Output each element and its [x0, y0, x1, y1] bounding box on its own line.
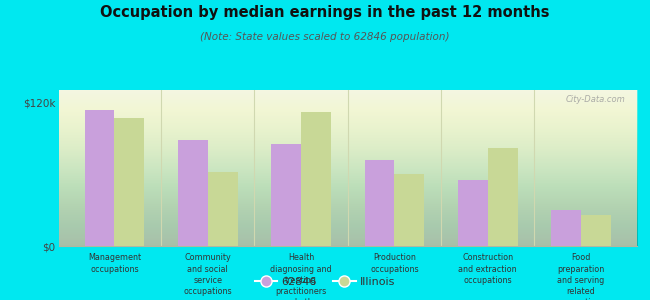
Text: Management
occupations: Management occupations [88, 254, 141, 274]
Text: Occupation by median earnings in the past 12 months: Occupation by median earnings in the pas… [100, 4, 550, 20]
Bar [84, 110, 114, 246]
Bar [551, 210, 581, 246]
Bar [488, 148, 517, 246]
Bar [365, 160, 395, 246]
Text: City-Data.com: City-Data.com [566, 95, 625, 104]
Bar [178, 140, 208, 246]
Text: Community
and social
service
occupations: Community and social service occupations [183, 254, 232, 296]
Bar [208, 172, 238, 246]
Text: Production
occupations: Production occupations [370, 254, 419, 274]
Text: Health
diagnosing and
treating
practitioners
and other
technical
occupations: Health diagnosing and treating practitio… [270, 254, 332, 300]
Text: Food
preparation
and serving
related
occupations: Food preparation and serving related occ… [556, 254, 605, 300]
Text: (Note: State values scaled to 62846 population): (Note: State values scaled to 62846 popu… [200, 32, 450, 41]
Bar [458, 180, 488, 246]
Bar [301, 112, 331, 246]
Text: Construction
and extraction
occupations: Construction and extraction occupations [458, 254, 517, 285]
Bar [271, 144, 301, 246]
Bar [581, 215, 611, 246]
Bar [395, 174, 424, 246]
Bar [114, 118, 144, 246]
Legend: 62846, Illinois: 62846, Illinois [250, 273, 400, 291]
